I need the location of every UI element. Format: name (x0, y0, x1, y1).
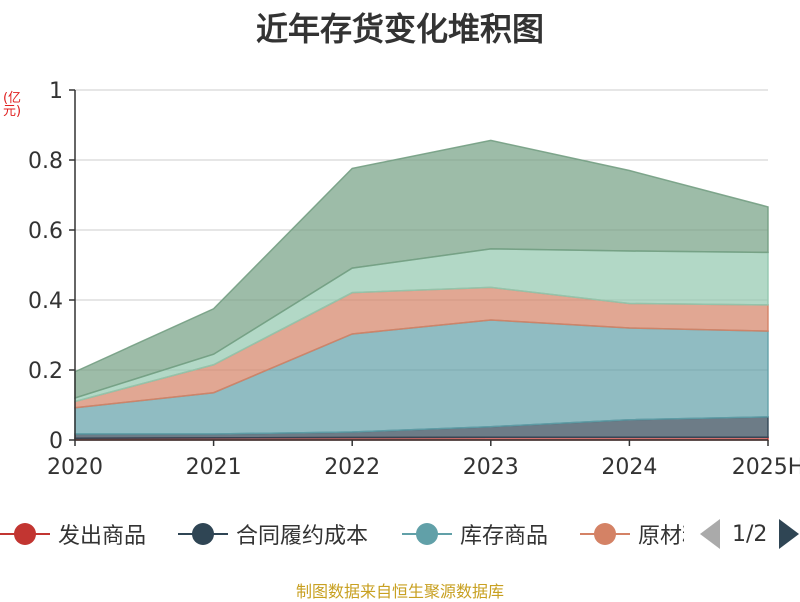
x-tick-label: 2021 (186, 455, 242, 480)
legend-dot (14, 523, 36, 545)
legend-item[interactable]: 原材料 (580, 514, 684, 554)
legend-items: 发出商品 合同履约成本 库存商品 原材料 (0, 514, 684, 554)
legend-label: 原材料 (638, 524, 684, 549)
x-tick-label: 2022 (324, 455, 380, 480)
legend: 发出商品 合同履约成本 库存商品 原材料 (0, 514, 800, 554)
legend-dot (594, 523, 616, 545)
legend-page-indicator: 1/2 (732, 521, 768, 547)
x-tick-label: 2023 (463, 455, 519, 480)
legend-pager: 1/2 (700, 514, 800, 554)
legend-item[interactable]: 库存商品 (402, 514, 548, 554)
legend-dot (192, 523, 214, 545)
x-tick-label: 2024 (601, 455, 657, 480)
x-tick-label: 2020 (47, 455, 103, 480)
legend-marker-icon (402, 514, 452, 554)
legend-marker-icon (178, 514, 228, 554)
x-tick-label: 2025H (732, 455, 800, 480)
y-tick-label: 0 (49, 429, 63, 454)
legend-marker-icon (580, 514, 630, 554)
y-tick-label: 0.4 (28, 289, 63, 314)
y-tick-label: 0.2 (28, 359, 63, 384)
y-tick-label: 1 (49, 79, 63, 104)
legend-marker-icon (0, 514, 50, 554)
legend-item[interactable]: 发出商品 (0, 514, 146, 554)
legend-item[interactable]: 合同履约成本 (178, 514, 368, 554)
legend-label: 合同履约成本 (236, 524, 369, 549)
legend-label: 库存商品 (460, 524, 549, 549)
y-tick-label: 0.8 (28, 149, 63, 174)
y-tick-label: 0.6 (28, 219, 63, 244)
legend-label: 发出商品 (58, 524, 147, 549)
area-series-6 (74, 139, 769, 400)
chart-title: 近年存货变化堆积图 (255, 10, 544, 48)
legend-prev-page-icon[interactable] (700, 519, 720, 549)
legend-next-page-icon[interactable] (779, 519, 800, 549)
y-axis-unit: (亿元) (2, 91, 22, 119)
legend-dot (416, 523, 438, 545)
data-source-note: 制图数据来自恒生聚源数据库 (295, 582, 504, 601)
